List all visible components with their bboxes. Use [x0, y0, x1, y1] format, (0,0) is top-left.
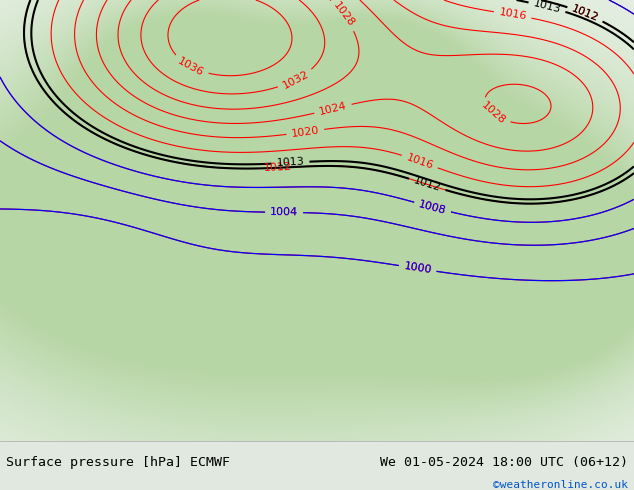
Text: 1028: 1028 — [479, 100, 507, 127]
Text: 1013: 1013 — [276, 157, 305, 169]
Text: 1004: 1004 — [270, 207, 298, 218]
Text: ©weatheronline.co.uk: ©weatheronline.co.uk — [493, 480, 628, 490]
Text: 1000: 1000 — [403, 261, 432, 275]
Text: 1012: 1012 — [412, 175, 442, 194]
Text: Surface pressure [hPa] ECMWF: Surface pressure [hPa] ECMWF — [6, 456, 230, 469]
Text: 1016: 1016 — [498, 7, 527, 22]
Text: 1016: 1016 — [405, 152, 435, 171]
Text: 1008: 1008 — [418, 199, 448, 216]
Text: 1008: 1008 — [418, 199, 448, 216]
Text: 1012: 1012 — [571, 4, 600, 24]
Text: 1028: 1028 — [331, 0, 356, 29]
Text: 1012: 1012 — [571, 4, 600, 24]
Text: 1036: 1036 — [176, 55, 205, 78]
Text: 1000: 1000 — [403, 261, 432, 275]
Text: 1012: 1012 — [264, 162, 292, 173]
Text: 1004: 1004 — [270, 207, 298, 218]
Text: We 01-05-2024 18:00 UTC (06+12): We 01-05-2024 18:00 UTC (06+12) — [380, 456, 628, 469]
Text: 1013: 1013 — [533, 0, 562, 15]
Text: 1024: 1024 — [318, 100, 348, 117]
Text: 1032: 1032 — [281, 69, 310, 91]
Text: 1020: 1020 — [291, 125, 320, 139]
